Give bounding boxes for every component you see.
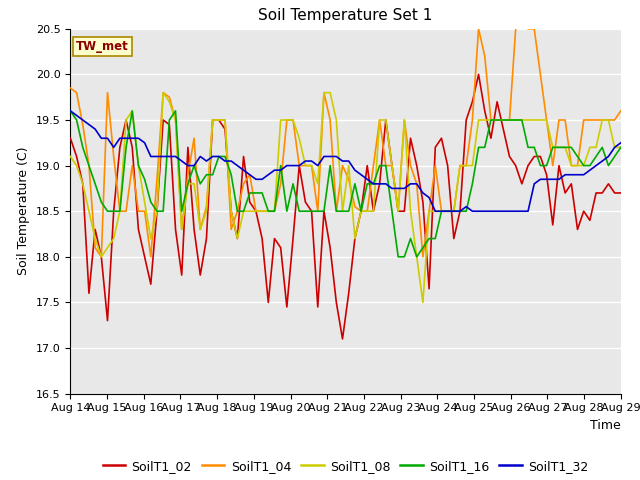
Y-axis label: Soil Temperature (C): Soil Temperature (C) <box>17 147 30 276</box>
X-axis label: Time: Time <box>590 419 621 432</box>
Legend: SoilT1_02, SoilT1_04, SoilT1_08, SoilT1_16, SoilT1_32: SoilT1_02, SoilT1_04, SoilT1_08, SoilT1_… <box>98 455 593 478</box>
Text: TW_met: TW_met <box>76 40 129 53</box>
Title: Soil Temperature Set 1: Soil Temperature Set 1 <box>259 9 433 24</box>
